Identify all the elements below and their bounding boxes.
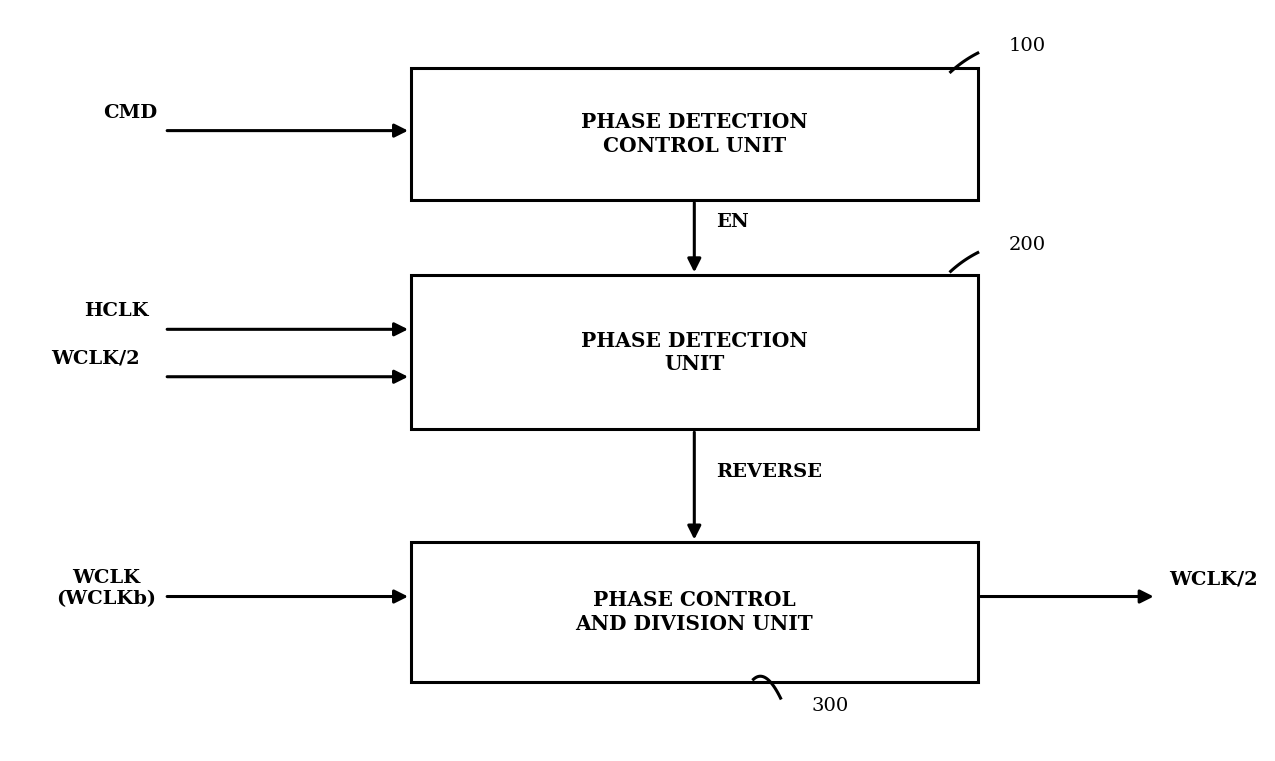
Text: REVERSE: REVERSE xyxy=(717,463,822,481)
Text: PHASE DETECTION
UNIT: PHASE DETECTION UNIT xyxy=(581,331,807,374)
Text: WCLK/2: WCLK/2 xyxy=(1169,570,1257,588)
Text: 300: 300 xyxy=(811,696,849,715)
Text: EN: EN xyxy=(717,213,750,231)
Bar xyxy=(411,543,978,682)
Text: HCLK: HCLK xyxy=(84,301,149,320)
Text: PHASE CONTROL
AND DIVISION UNIT: PHASE CONTROL AND DIVISION UNIT xyxy=(575,591,813,634)
Text: 100: 100 xyxy=(1009,37,1046,55)
Bar xyxy=(411,68,978,200)
Text: CMD: CMD xyxy=(103,104,157,123)
Text: WCLK/2: WCLK/2 xyxy=(51,349,140,368)
Text: 200: 200 xyxy=(1009,236,1046,254)
Text: PHASE DETECTION
CONTROL UNIT: PHASE DETECTION CONTROL UNIT xyxy=(581,113,807,155)
Bar xyxy=(411,275,978,429)
Text: WCLK
(WCLKb): WCLK (WCLKb) xyxy=(56,568,156,607)
